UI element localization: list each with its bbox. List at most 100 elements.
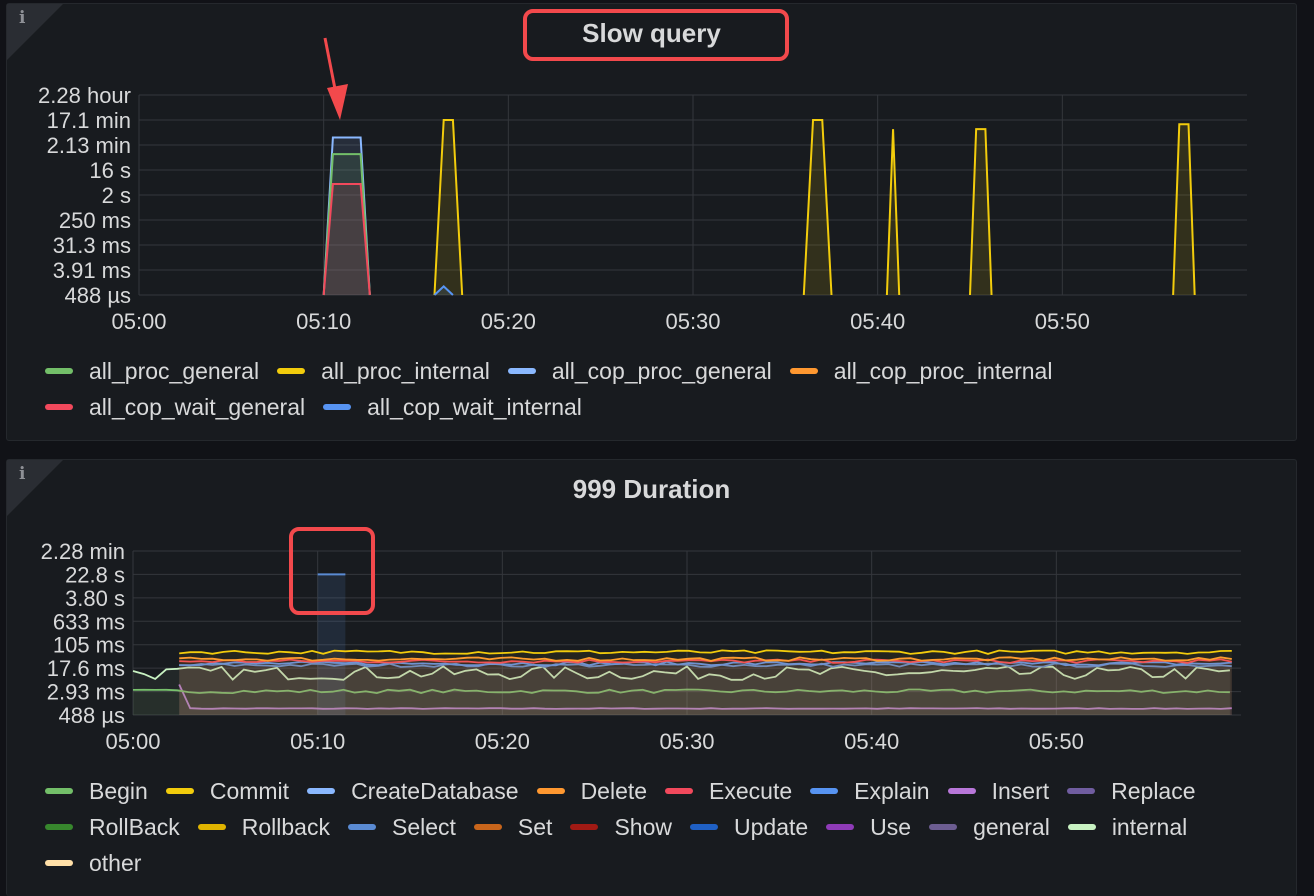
legend-swatch [45,404,73,410]
legend-item[interactable]: Delete [536,773,648,809]
series-line[interactable] [132,688,1230,695]
legend-label: Select [391,813,456,840]
x-tick-label: 05:00 [105,729,160,754]
legend-item[interactable]: Insert [947,773,1049,809]
panel-title[interactable]: 999 Duration [572,474,731,504]
legend-item[interactable]: Begin [45,773,148,809]
legend-item[interactable]: Replace [1067,773,1196,809]
x-tick-label: 05:30 [665,309,720,334]
y-tick-label: 22.8 s [65,562,125,587]
legend-item[interactable]: other [45,845,141,881]
legend-swatch [929,824,958,830]
legend-item[interactable]: all_cop_wait_internal [323,389,582,425]
x-tick-label: 05:40 [844,729,899,754]
series-line[interactable] [885,129,901,296]
info-icon[interactable]: i [19,8,26,28]
legend-swatch [810,788,839,794]
y-tick-label: 3.91 ms [53,258,131,283]
legend-swatch [507,368,536,374]
legend-item[interactable]: Execute [665,773,792,809]
chart-legend: all_proc_general all_proc_internal all_cop… [45,353,1285,425]
legend-swatch [536,788,565,794]
series-line[interactable] [179,649,1232,655]
legend-item[interactable]: Use [826,809,911,845]
legend-item[interactable]: RollBack [45,809,180,845]
panel-title[interactable]: Slow query [582,18,721,48]
legend-swatch [947,788,976,794]
legend-swatch [45,788,73,794]
legend-label: Begin [89,777,148,804]
legend-item[interactable]: all_cop_proc_internal [789,353,1053,389]
series-line[interactable] [322,182,371,296]
legend-item[interactable]: all_cop_wait_general [45,389,305,425]
legend-label: all_cop_proc_general [551,357,772,384]
series-line[interactable] [433,118,464,296]
y-tick-label: 16 s [89,158,131,183]
y-tick-label: 488 µs [65,283,132,308]
panel-info-corner[interactable] [7,4,63,60]
series-line[interactable] [322,153,371,296]
legend-swatch [473,824,502,830]
series-line[interactable] [802,118,833,296]
x-tick-label: 05:10 [290,729,345,754]
info-icon[interactable]: i [19,464,26,484]
x-tick-label: 05:00 [111,309,166,334]
legend-item[interactable]: all_proc_internal [277,353,490,389]
legend-label: RollBack [89,813,180,840]
x-tick-label: 05:30 [659,729,714,754]
legend-label: Replace [1111,777,1196,804]
series-line[interactable] [132,665,1230,681]
y-tick-label: 3.80 s [65,586,125,611]
y-tick-label: 2.28 hour [38,83,131,108]
y-tick-label: 2.93 ms [47,680,125,705]
legend-item[interactable]: Update [690,809,808,845]
legend-item[interactable]: Explain [810,773,930,809]
x-tick-label: 05:40 [850,309,905,334]
series-line[interactable] [1172,123,1196,296]
series-line[interactable] [179,658,1232,664]
legend-swatch [323,404,352,410]
legend-item[interactable]: internal [1067,809,1188,845]
panel-info-corner[interactable] [7,460,63,516]
series-line[interactable] [969,128,993,296]
x-tick-label: 05:50 [1029,729,1084,754]
legend-swatch [307,788,336,794]
series-area [323,154,370,295]
legend-item[interactable]: Set [473,809,552,845]
legend-item[interactable]: all_proc_general [45,353,259,389]
y-tick-label: 105 ms [53,633,125,658]
legend-item[interactable]: CreateDatabase [307,773,519,809]
legend-label: Explain [854,777,930,804]
y-tick-label: 17.6 ms [47,656,125,681]
legend-item[interactable]: all_cop_proc_general [507,353,772,389]
slow-query-panel: i Slow query 2.28 hour 17.1 min 2.13 min 16… [6,3,1297,441]
legend-label: internal [1111,813,1188,840]
series-area [323,137,370,295]
legend-item[interactable]: general [929,809,1050,845]
series-line[interactable] [179,660,1232,667]
legend-label: other [89,849,142,876]
series-line[interactable] [178,684,1232,710]
legend-label: all_cop_proc_internal [833,357,1053,384]
legend-label: Commit [209,777,290,804]
series-area [886,129,900,295]
legend-swatch [277,368,306,374]
legend-swatch [197,824,226,830]
duration-999-panel: i 999 Duration 2.28 min 22.8 s 3.80 s 633 m… [6,459,1297,896]
legend-swatch [1067,788,1096,794]
series-area [133,666,1230,715]
series-line[interactable] [433,285,454,296]
series-line[interactable] [179,656,1232,662]
legend-label: Delete [580,777,648,804]
legend-item[interactable]: Show [570,809,672,845]
legend-swatch [45,860,73,866]
legend-item[interactable]: Rollback [197,809,330,845]
legend-item[interactable]: Commit [165,773,290,809]
series-area [803,119,832,295]
y-tick-label: 2.13 min [47,133,131,158]
legend-item[interactable]: Select [347,809,456,845]
x-tick-label: 05:50 [1035,309,1090,334]
series-area [434,119,463,295]
